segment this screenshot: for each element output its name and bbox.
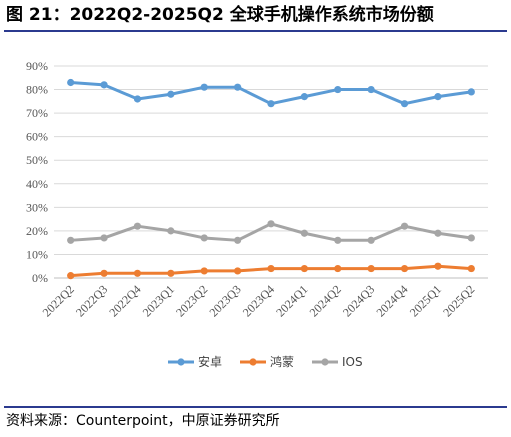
legend-label: 鸿蒙 xyxy=(270,355,294,369)
x-tick-label: 2024Q4 xyxy=(373,282,410,319)
y-tick-label: 90% xyxy=(26,59,48,73)
data-point xyxy=(434,262,442,270)
series-0 xyxy=(67,78,475,108)
x-tick-label: 2024Q1 xyxy=(273,282,310,319)
y-tick-label: 50% xyxy=(26,153,48,167)
data-point xyxy=(234,83,242,91)
data-point xyxy=(267,100,275,108)
legend-label: IOS xyxy=(342,355,363,369)
y-tick-label: 20% xyxy=(26,224,48,238)
data-point xyxy=(400,264,409,273)
title-rule xyxy=(4,30,507,32)
legend: 安卓 鸿蒙 IOS xyxy=(168,354,363,369)
x-tick-label: 2022Q4 xyxy=(106,282,143,319)
line-chart: 0%10%20%30%40%50%60%70%80%90% 2022Q22022… xyxy=(26,59,488,369)
legend-item: IOS xyxy=(312,355,363,369)
x-tick-label: 2022Q2 xyxy=(40,282,77,319)
figure-title: 图 21：2022Q2-2025Q2 全球手机操作系统市场份额 xyxy=(6,5,434,25)
data-point xyxy=(400,100,409,108)
x-tick-label: 2022Q3 xyxy=(73,282,110,319)
x-tick-label: 2025Q1 xyxy=(407,282,444,319)
legend-marker xyxy=(249,358,257,366)
y-tick-label: 40% xyxy=(26,177,48,191)
data-point xyxy=(400,222,409,230)
legend-item: 安卓 xyxy=(168,354,222,369)
y-tick-label: 0% xyxy=(32,271,48,285)
data-point xyxy=(133,269,142,277)
data-point xyxy=(334,264,342,273)
data-point xyxy=(434,93,442,101)
data-point xyxy=(167,227,175,235)
x-tick-label: 2025Q2 xyxy=(440,282,477,319)
x-tick-label: 2024Q2 xyxy=(307,282,344,319)
gridlines xyxy=(54,65,488,279)
x-tick-label: 2023Q4 xyxy=(240,282,277,319)
series-lines xyxy=(67,78,475,280)
data-point xyxy=(300,93,308,101)
data-point xyxy=(167,90,175,98)
y-tick-label: 60% xyxy=(26,130,48,144)
data-point xyxy=(300,229,308,237)
x-axis-ticks: 2022Q22022Q32022Q42023Q12023Q22023Q32023… xyxy=(40,282,478,319)
data-point xyxy=(100,269,108,277)
y-axis-ticks: 0% 10% 20% 30% 40% 50% 60% 70% 80% 90% xyxy=(26,59,48,285)
x-tick-label: 2023Q2 xyxy=(173,282,210,319)
series-2 xyxy=(67,220,475,244)
legend-item: 鸿蒙 xyxy=(240,355,294,369)
data-point xyxy=(334,236,342,244)
x-tick-label: 2023Q1 xyxy=(140,282,177,319)
source-rule xyxy=(4,406,507,408)
data-point xyxy=(267,220,275,228)
y-tick-label: 80% xyxy=(26,83,48,97)
x-tick-label: 2024Q3 xyxy=(340,282,377,319)
data-point xyxy=(133,222,142,230)
series-1 xyxy=(67,262,475,280)
data-point xyxy=(133,95,142,103)
data-point xyxy=(200,83,208,91)
data-point xyxy=(100,234,108,242)
data-point xyxy=(300,264,308,273)
data-point xyxy=(434,229,442,237)
data-point xyxy=(200,267,208,275)
data-point xyxy=(467,88,475,96)
data-point xyxy=(334,85,342,94)
data-point xyxy=(167,269,175,277)
data-point xyxy=(367,85,375,94)
data-point xyxy=(367,264,375,273)
data-point xyxy=(67,78,75,87)
data-point xyxy=(267,264,275,273)
data-point xyxy=(67,272,75,280)
data-point xyxy=(467,264,475,273)
y-tick-label: 30% xyxy=(26,200,48,214)
data-point xyxy=(67,236,75,244)
data-point xyxy=(100,81,108,89)
x-tick-label: 2023Q3 xyxy=(206,282,243,319)
data-point xyxy=(234,267,242,275)
legend-marker xyxy=(177,358,185,366)
data-point xyxy=(467,234,475,242)
legend-marker xyxy=(321,358,329,366)
legend-label: 安卓 xyxy=(198,354,222,369)
data-point xyxy=(367,236,375,244)
data-point xyxy=(200,234,208,242)
y-tick-label: 70% xyxy=(26,106,48,120)
data-point xyxy=(234,236,242,244)
y-tick-label: 10% xyxy=(26,247,48,261)
source-note: 资料来源：Counterpoint，中原证券研究所 xyxy=(6,413,280,429)
